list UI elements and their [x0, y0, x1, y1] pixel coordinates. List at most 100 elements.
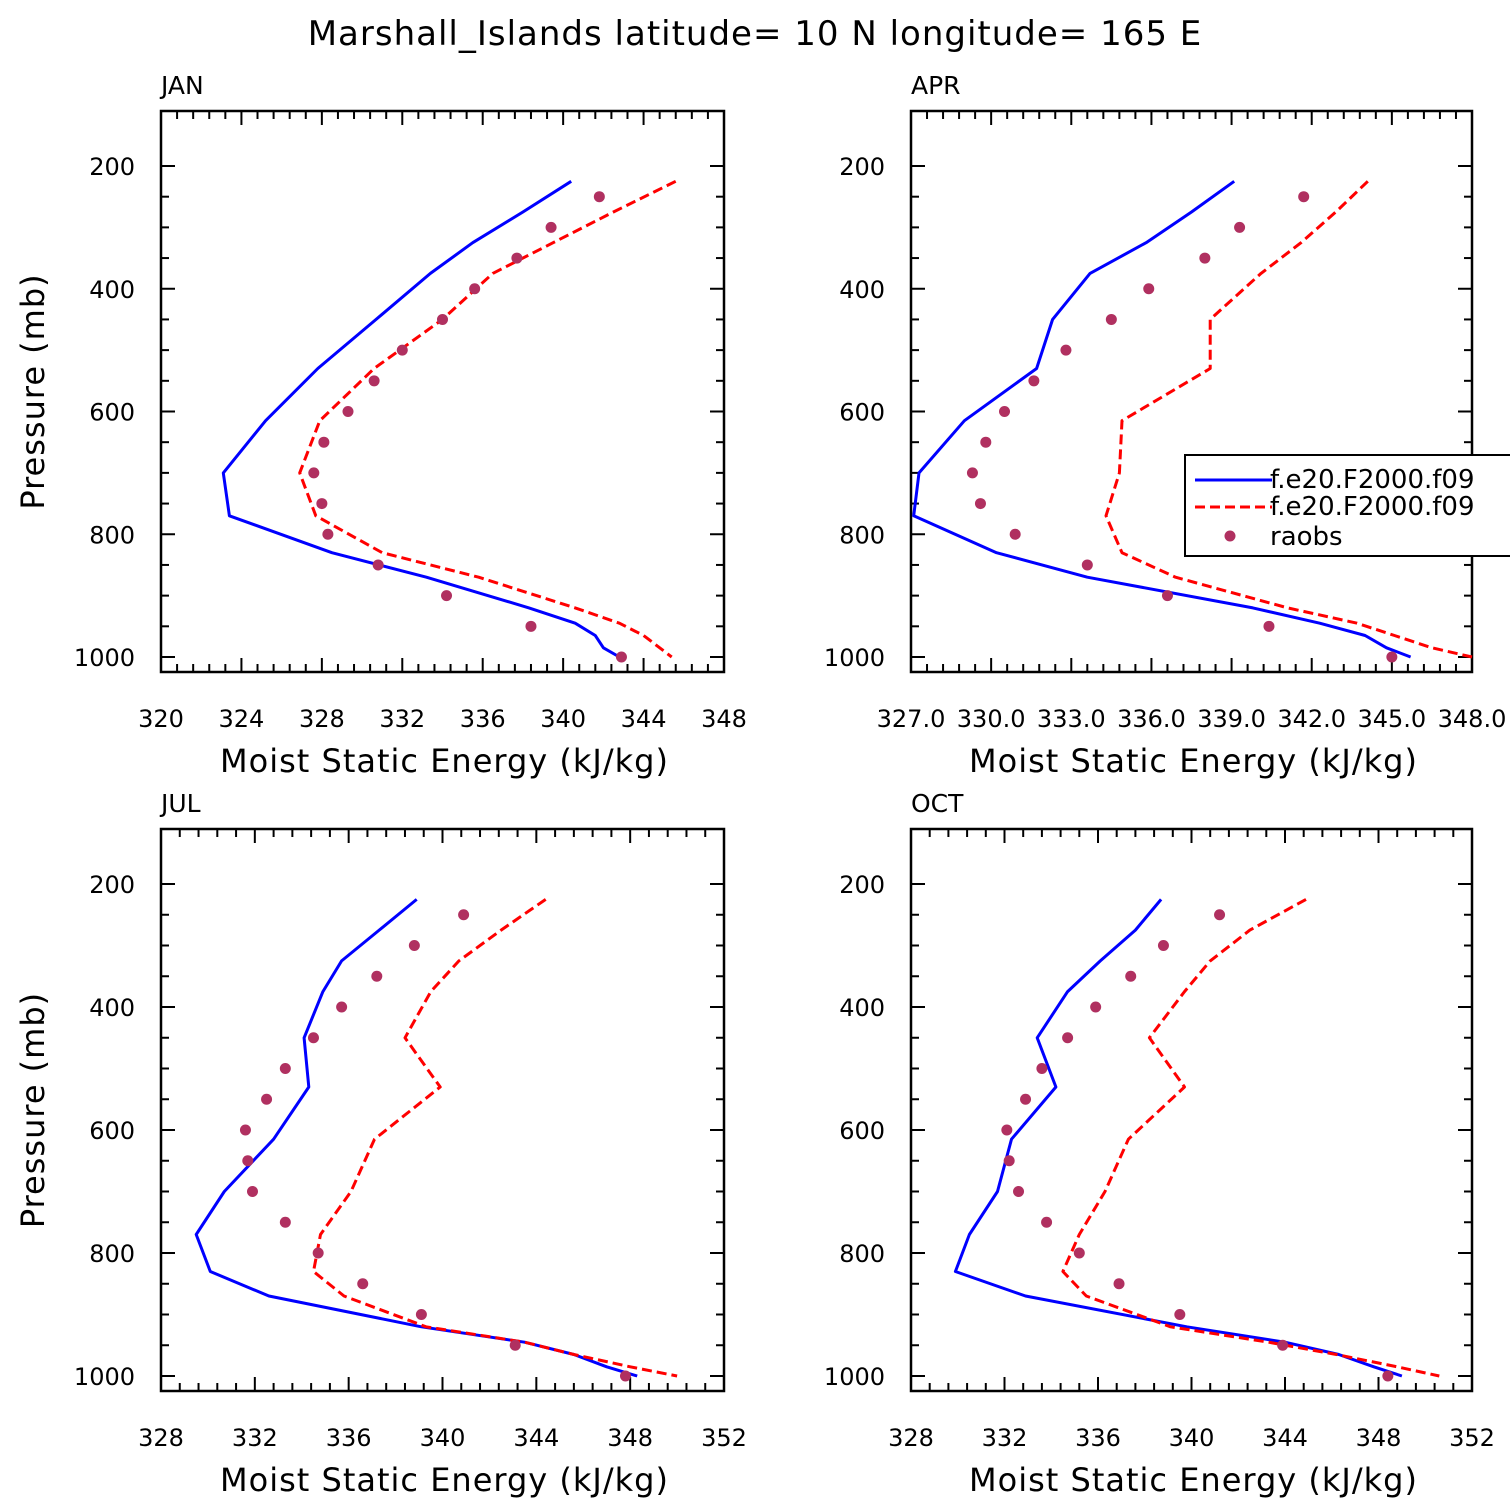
y-tick-label: 1000 [824, 644, 885, 672]
x-tick-label: 336 [326, 1424, 372, 1452]
x-tick-label: 332 [232, 1424, 278, 1452]
x-tick-label: 348 [1356, 1424, 1402, 1452]
x-tick-label: 348.0 [1438, 705, 1507, 733]
raobs-point [1125, 970, 1137, 982]
y-tick-label: 800 [839, 1240, 885, 1268]
raobs-point [316, 498, 328, 510]
raobs-point [593, 191, 605, 203]
y-tick-label: 1000 [74, 644, 135, 672]
raobs-point [357, 1278, 369, 1290]
raobs-point [1073, 1247, 1085, 1259]
raobs-point [980, 436, 992, 448]
panel-label: JAN [159, 71, 204, 100]
raobs-point [1001, 1124, 1013, 1136]
raobs-point [437, 313, 448, 325]
raobs-point [1263, 620, 1275, 632]
y-tick-label: 400 [839, 994, 885, 1022]
x-tick-label: 348 [701, 705, 747, 733]
raobs-point [1277, 1339, 1289, 1351]
x-tick-label: 324 [219, 705, 265, 733]
legend-box [1184, 454, 1510, 557]
raobs-point [368, 375, 380, 387]
raobs-point [308, 467, 320, 479]
raobs-point [974, 498, 986, 510]
raobs-point [469, 283, 481, 295]
x-tick-label: 344 [513, 1424, 559, 1452]
raobs-point [1234, 221, 1246, 233]
model-line-dashed [298, 179, 677, 659]
x-axis-label: Moist Static Energy (kJ/kg) [969, 1461, 1418, 1499]
y-tick-label: 800 [839, 521, 885, 549]
plot-frame [909, 109, 1474, 674]
raobs-point [318, 436, 330, 448]
raobs-point [322, 528, 334, 540]
model-line-solid [953, 898, 1403, 1378]
y-tick-label: 200 [839, 153, 885, 181]
raobs-point [246, 1186, 258, 1197]
raobs-point [1143, 283, 1155, 295]
y-tick-label: 800 [89, 1240, 135, 1268]
x-axis-label: Moist Static Energy (kJ/kg) [220, 1461, 669, 1499]
panel-jul: JUL 200 400 600 800 1000 328 332 336 340 344 348 352… [14, 789, 747, 1499]
y-tick-label: 800 [89, 521, 135, 549]
plot-frame [159, 827, 726, 1393]
raobs-point [371, 970, 383, 982]
raobs-point [307, 1032, 319, 1044]
raobs-point [1298, 191, 1310, 203]
x-tick-label: 332 [982, 1424, 1028, 1452]
y-axis-label: Pressure (mb) [14, 992, 52, 1228]
raobs-point [615, 651, 627, 663]
plot-frame [159, 109, 726, 674]
model-line-solid [221, 180, 621, 659]
raobs-point [511, 252, 523, 264]
x-tick-label: 327.0 [877, 705, 946, 733]
x-tick-label: 344 [621, 705, 667, 733]
y-axis-label: Pressure (mb) [14, 273, 52, 509]
raobs-point [966, 467, 978, 479]
x-tick-label: 340 [1169, 1424, 1215, 1452]
x-tick-label: 330.0 [957, 705, 1026, 733]
x-tick-label: 336 [460, 705, 506, 733]
x-tick-label: 328 [888, 1424, 934, 1452]
raobs-point [1157, 940, 1169, 951]
panel-oct: OCT 200 400 600 800 1000 328 332 336 340 344 348 352… [824, 789, 1495, 1499]
raobs-point [1090, 1001, 1102, 1013]
y-tick-label: 200 [839, 871, 885, 899]
x-tick-label: 342.0 [1277, 705, 1346, 733]
raobs-point [336, 1001, 348, 1013]
y-tick-label: 200 [89, 871, 135, 899]
raobs-point [279, 1216, 291, 1228]
raobs-point [239, 1124, 251, 1136]
raobs-point [441, 590, 453, 602]
raobs-point [1113, 1278, 1125, 1290]
y-tick-label: 200 [89, 153, 135, 181]
raobs-point [1161, 590, 1173, 602]
raobs-point [1013, 1186, 1025, 1197]
legend-label: f.e20.F2000.f09 [1270, 465, 1475, 495]
panel-label: JUL [159, 789, 201, 818]
raobs-point [1036, 1063, 1048, 1074]
x-tick-label: 328 [299, 705, 345, 733]
raobs-point [509, 1339, 521, 1351]
raobs-point [261, 1093, 273, 1105]
raobs-point [545, 221, 557, 233]
panels: JAN 200 400 600 800 1000 320 324 328 332 336 340 344… [14, 71, 1510, 1499]
raobs-point [372, 559, 384, 571]
model-line-dashed [312, 898, 678, 1378]
x-tick-label: 345.0 [1357, 705, 1426, 733]
x-tick-label: 328 [138, 1424, 184, 1452]
raobs-point [408, 940, 420, 951]
x-tick-label: 333.0 [1037, 705, 1106, 733]
y-tick-label: 400 [839, 276, 885, 304]
raobs-point [525, 620, 537, 632]
y-tick-label: 1000 [74, 1363, 135, 1391]
x-tick-label: 332 [379, 705, 425, 733]
raobs-point [1009, 528, 1021, 540]
model-line-dashed [1061, 898, 1440, 1378]
raobs-point [415, 1309, 427, 1320]
raobs-point [619, 1370, 631, 1382]
panel-apr: APR 200 400 600 800 1000 327.0 330.0 333.0 336.0 3… [824, 71, 1506, 780]
raobs-point [1062, 1032, 1074, 1044]
